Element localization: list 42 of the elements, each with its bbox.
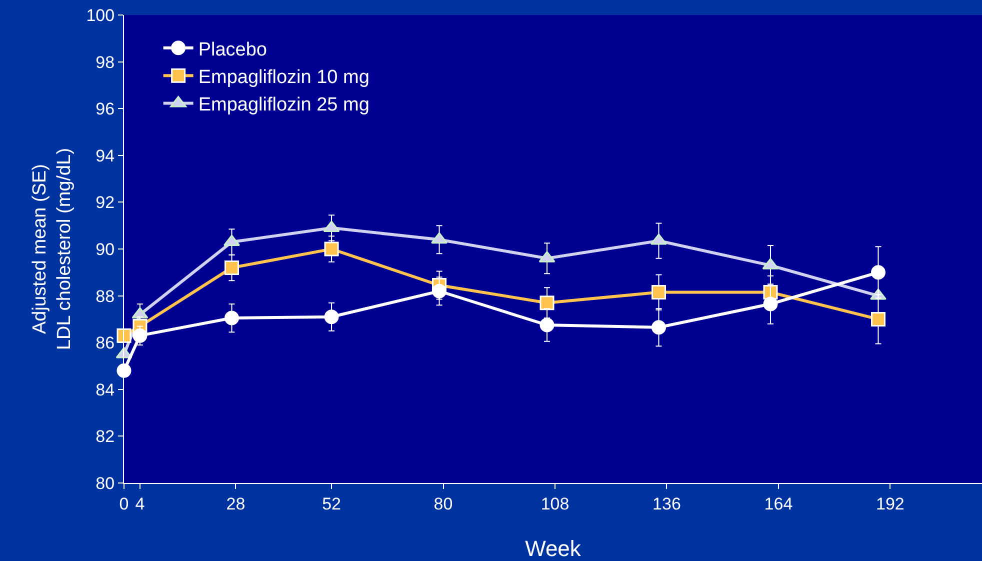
point (540, 318, 554, 332)
x-tick-label: 108 (540, 494, 570, 514)
y-tick-label: 90 (96, 240, 115, 259)
x-tick-label: 0 (119, 494, 129, 514)
y-tick-label: 100 (86, 6, 115, 25)
point (763, 296, 778, 312)
x-axis-title: Week (525, 536, 582, 561)
point (431, 232, 448, 244)
point (432, 284, 447, 298)
point (652, 285, 666, 300)
y-tick-label: 92 (96, 193, 115, 212)
x-tick-label: 28 (226, 494, 246, 514)
y-tick-label: 88 (96, 286, 115, 306)
point (324, 242, 339, 256)
point (540, 296, 554, 310)
point (652, 320, 666, 335)
y-tick-label: 94 (96, 146, 115, 166)
legend-label: Placebo (198, 39, 267, 60)
point (870, 265, 886, 280)
y-tick-label: 80 (96, 474, 115, 493)
point (224, 310, 239, 326)
x-tick-label: 80 (434, 494, 453, 514)
legend-label: Empagliflozin 25 mg (198, 94, 370, 116)
point (132, 307, 148, 319)
point (132, 328, 148, 343)
y-tick-label: 96 (96, 100, 115, 119)
x-tick-label: 164 (764, 494, 793, 514)
legend-label: Empagliflozin 10 mg (198, 67, 370, 88)
point (116, 363, 132, 378)
x-tick-label: 136 (652, 494, 681, 514)
point (116, 328, 132, 343)
y-tick-label: 86 (96, 334, 115, 353)
x-tick-label: 52 (322, 494, 341, 514)
x-tick-label: 4 (135, 494, 145, 514)
point (870, 312, 886, 326)
y-tick-label: 82 (96, 427, 115, 446)
point (324, 310, 339, 324)
y-tick-label: 98 (96, 52, 115, 72)
y-tick-label: 84 (96, 380, 115, 400)
point (224, 260, 239, 275)
x-tick-label: 192 (876, 494, 904, 514)
y-axis-title: Adjusted mean (SE) LDL cholesterol (mg/dL) (29, 148, 76, 350)
